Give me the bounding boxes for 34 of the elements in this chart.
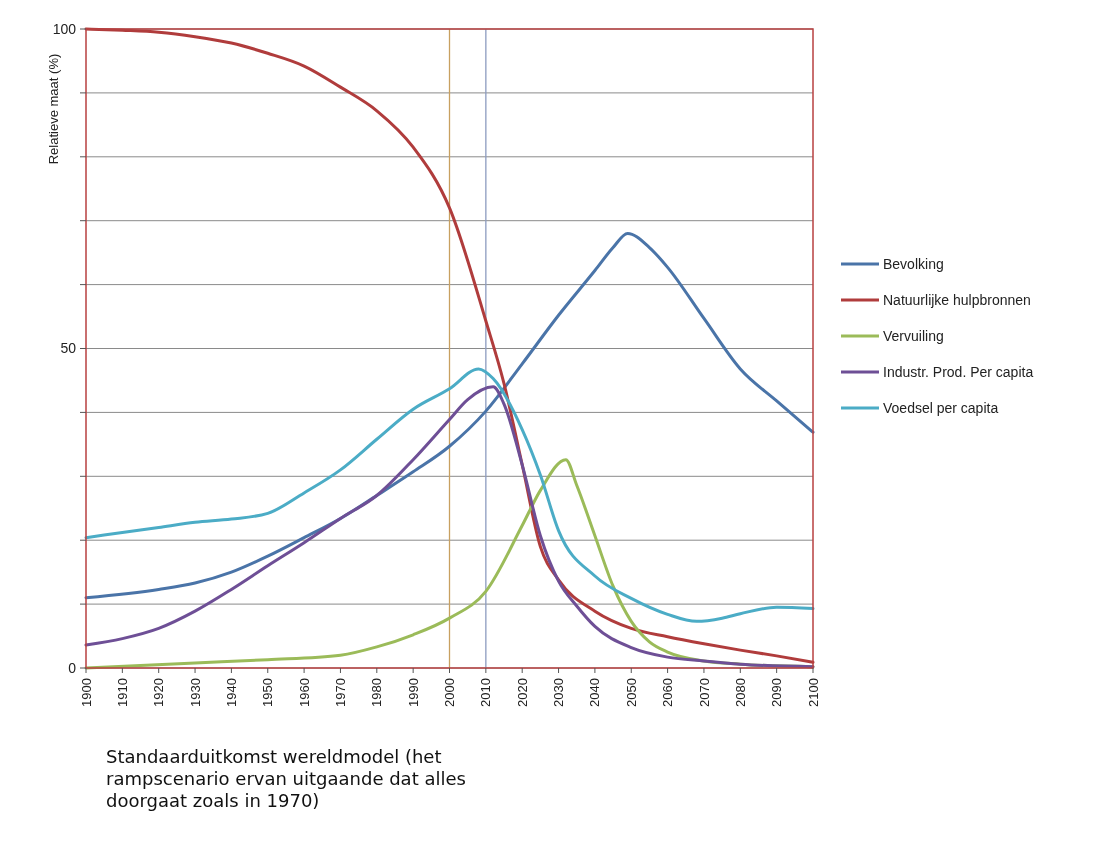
legend-label: Vervuiling xyxy=(883,327,944,344)
x-tick-label: 1990 xyxy=(405,678,421,707)
line-series xyxy=(84,231,815,600)
y-tick-label: 50 xyxy=(60,340,77,357)
x-tick-label: 1900 xyxy=(78,678,94,707)
x-tick-label: 1940 xyxy=(223,678,239,707)
x-tick-label: 1910 xyxy=(114,678,130,707)
x-tick-label: 2000 xyxy=(442,678,458,707)
x-tick-label: 2060 xyxy=(660,678,676,707)
x-tick-label: 1960 xyxy=(296,678,312,707)
x-tick-label: 2010 xyxy=(478,678,494,707)
legend-label: Natuurlijke hulpbronnen xyxy=(883,291,1031,308)
line-series xyxy=(84,367,815,623)
line-series xyxy=(84,385,815,669)
legend-label: Industr. Prod. Per capita xyxy=(883,363,1034,380)
text: Standaarduitkomst wereldmodel (het rampscenario ervan uitgaande dat alles doorgaat zoals in 1970) xyxy=(106,746,466,811)
x-tick-label: 2080 xyxy=(732,678,748,707)
legend-label: Bevolking xyxy=(883,255,944,272)
x-tick-label: 2070 xyxy=(696,678,712,707)
x-tick-label: 1920 xyxy=(151,678,167,707)
x-tick-label: 2100 xyxy=(805,678,821,707)
x-tick-label: 2090 xyxy=(769,678,785,707)
x-tick-label: 2020 xyxy=(514,678,530,707)
y-axis-title: Relatieve maat (%) xyxy=(46,53,61,165)
x-tick-label: 2050 xyxy=(623,678,639,707)
legend-label: Voedsel per capita xyxy=(883,399,999,416)
x-tick-label: 1930 xyxy=(187,678,203,707)
x-tick-label: 1980 xyxy=(369,678,385,707)
y-tick-label: 100 xyxy=(52,20,77,37)
x-tick-label: 2030 xyxy=(551,678,567,707)
x-tick-label: 1950 xyxy=(260,678,276,707)
x-tick-label: 2040 xyxy=(587,678,603,707)
x-tick-label: 1970 xyxy=(333,678,348,707)
y-tick-label: 0 xyxy=(68,659,77,676)
